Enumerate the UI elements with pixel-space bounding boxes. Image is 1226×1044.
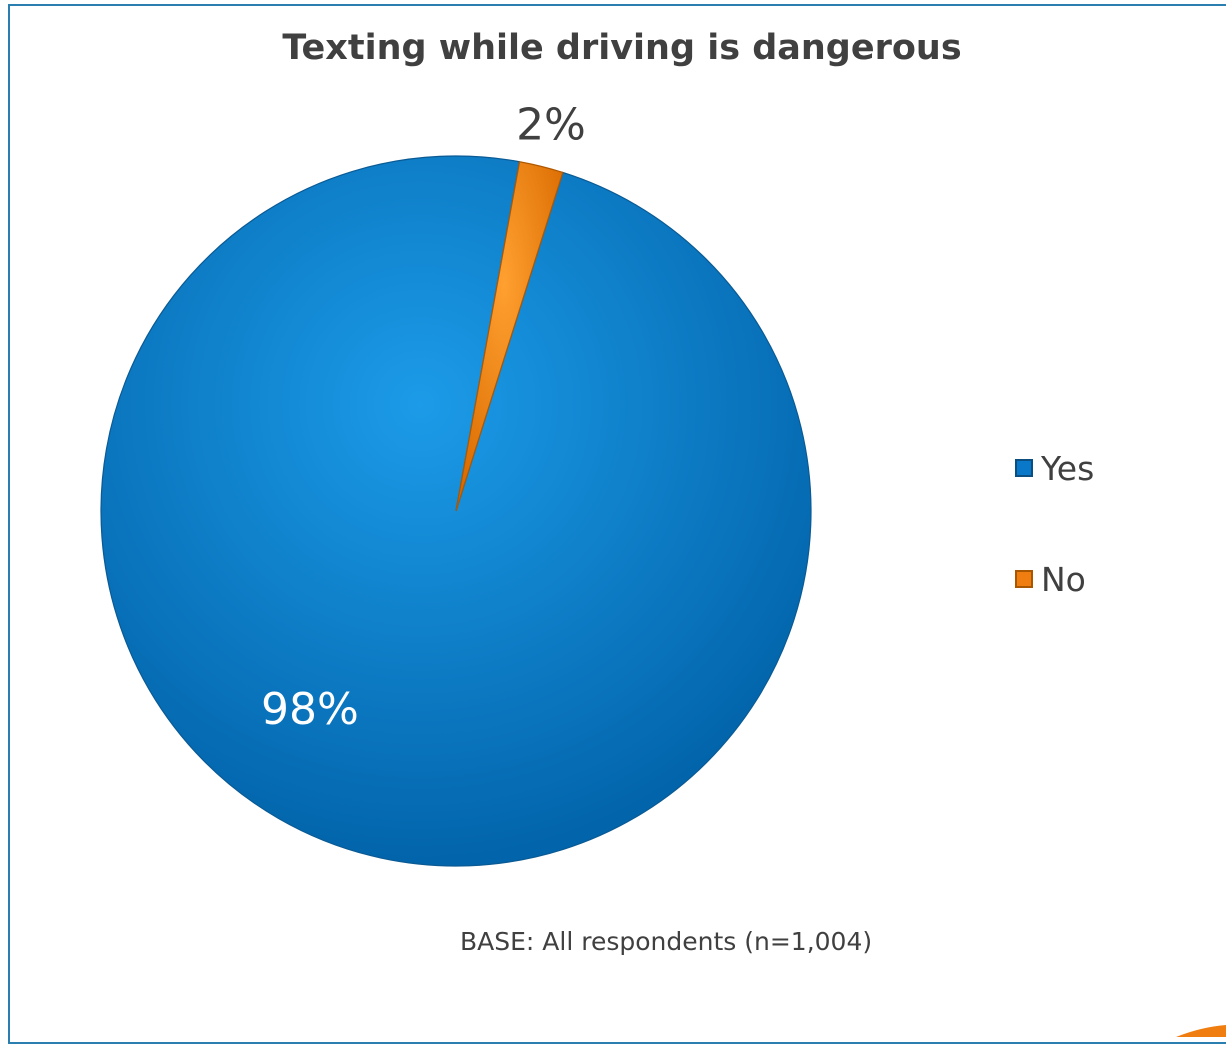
legend-swatch-yes [1015,459,1033,477]
data-label-no: 2% [516,100,586,151]
legend-item-no[interactable]: No [1015,559,1094,599]
data-label-yes: 98% [261,684,359,735]
legend-swatch-no [1015,570,1033,588]
legend: Yes No [1015,448,1094,670]
legend-label-yes: Yes [1041,449,1094,488]
legend-label-no: No [1041,560,1086,599]
base-note: BASE: All respondents (n=1,004) [460,927,872,956]
corner-accent-icon [1176,1023,1226,1037]
legend-item-yes[interactable]: Yes [1015,448,1094,488]
